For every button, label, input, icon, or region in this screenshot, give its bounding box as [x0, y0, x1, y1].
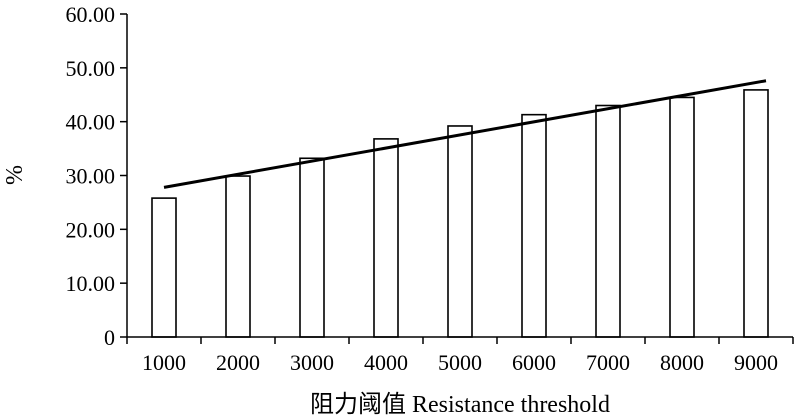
- y-tick-label: 50.00: [66, 56, 116, 81]
- y-axis-title: %: [2, 165, 28, 185]
- bar-3000: [299, 157, 325, 338]
- x-tick-label: 1000: [142, 350, 186, 375]
- bar-5000: [447, 125, 473, 338]
- y-tick-label: 10.00: [66, 271, 116, 296]
- bar-4000: [373, 138, 399, 338]
- x-tick-label: 5000: [438, 350, 482, 375]
- y-tick-label: 30.00: [66, 164, 116, 189]
- bars-group: [151, 89, 769, 338]
- x-tick-label: 9000: [734, 350, 778, 375]
- trendline: [163, 79, 767, 189]
- x-tick-label: 6000: [512, 350, 556, 375]
- y-tick-label: 40.00: [66, 110, 116, 135]
- x-tick-label: 2000: [216, 350, 260, 375]
- y-tick-label: 20.00: [66, 217, 116, 242]
- x-axis-title: 阻力阈值 Resistance threshold: [310, 391, 610, 418]
- bar-9000: [743, 89, 769, 338]
- bar-1000: [151, 197, 177, 338]
- x-tick-label: 8000: [660, 350, 704, 375]
- trendline-group: [163, 79, 767, 189]
- bar-6000: [521, 113, 547, 338]
- bar-7000: [595, 104, 621, 338]
- x-tick-label: 7000: [586, 350, 630, 375]
- y-tick-label: 0: [104, 325, 115, 350]
- x-tick-label: 3000: [290, 350, 334, 375]
- bar-8000: [669, 96, 695, 338]
- y-tick-labels: 0 10.00 20.00 30.00 40.00 50.00 60.00: [66, 2, 127, 350]
- x-tick-labels: 1000 2000 3000 4000 5000 6000 7000 8000 9000: [126, 337, 794, 375]
- x-tick-label: 4000: [364, 350, 408, 375]
- bar-2000: [225, 175, 251, 338]
- y-tick-label: 60.00: [66, 2, 116, 27]
